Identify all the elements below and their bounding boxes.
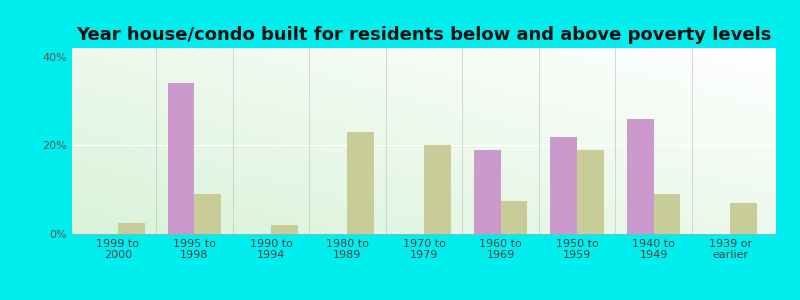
Bar [347,132,374,234]
Bar [168,83,194,234]
Bar [474,150,501,234]
Bar [626,119,654,234]
Bar [424,146,450,234]
Bar [654,194,680,234]
Bar [550,136,577,234]
Title: Year house/condo built for residents below and above poverty levels: Year house/condo built for residents bel… [76,26,772,44]
Bar [118,223,145,234]
Bar [730,203,757,234]
Bar [577,150,604,234]
Bar [194,194,222,234]
Bar [271,225,298,234]
Bar [501,201,527,234]
